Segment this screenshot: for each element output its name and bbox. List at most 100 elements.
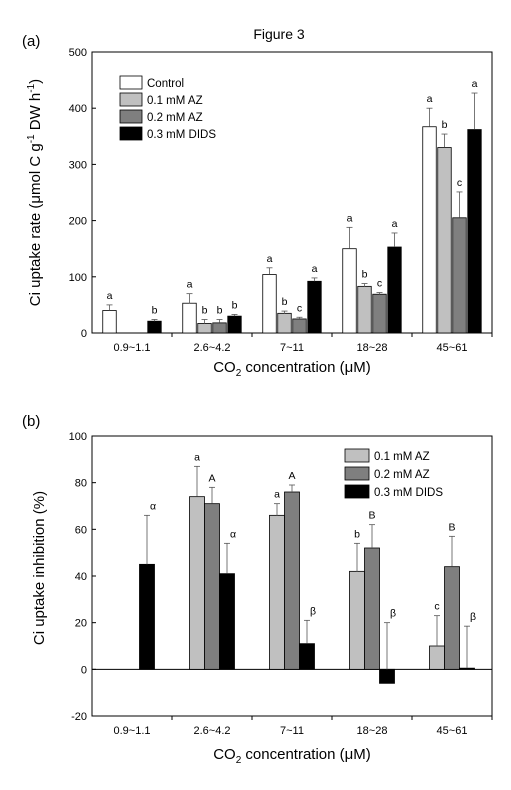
bar bbox=[437, 147, 452, 334]
bar bbox=[102, 310, 117, 334]
significance-label: b bbox=[354, 528, 360, 540]
legend-swatch bbox=[119, 92, 143, 107]
figure-title: Figure 3 bbox=[253, 26, 305, 42]
significance-label: a bbox=[194, 451, 200, 463]
x-axis-label-part: CO bbox=[213, 359, 236, 376]
legend-swatch bbox=[119, 75, 143, 90]
y-tick-label: 20 bbox=[75, 618, 87, 630]
x-axis-label-part: M) bbox=[353, 359, 371, 376]
y-tick-label: 400 bbox=[69, 103, 87, 115]
bar bbox=[189, 496, 205, 670]
panel-label: (a) bbox=[22, 33, 40, 50]
bar bbox=[342, 248, 357, 334]
legend-label: Control bbox=[147, 78, 184, 90]
significance-label: c bbox=[297, 302, 302, 314]
y-axis-label: Ci uptake rate (μmol C g-1 DW h-1) bbox=[26, 79, 44, 306]
bar bbox=[139, 563, 155, 670]
x-tick-label: 2.6~4.2 bbox=[193, 725, 230, 737]
bar bbox=[299, 643, 315, 670]
y-tick-label: 200 bbox=[69, 216, 87, 228]
y-axis-label-part: -1 bbox=[26, 83, 37, 92]
bar bbox=[349, 570, 365, 670]
significance-label: b bbox=[232, 299, 238, 311]
significance-label: a bbox=[187, 279, 193, 291]
x-axis-label-part: M) bbox=[353, 746, 371, 763]
significance-label: a bbox=[472, 78, 478, 90]
x-tick-label: 0.9~1.1 bbox=[113, 725, 150, 737]
x-axis-label-part: μ bbox=[345, 359, 354, 376]
significance-label: B bbox=[448, 521, 455, 533]
y-tick-label: 80 bbox=[75, 478, 87, 490]
x-tick-label: 2.6~4.2 bbox=[193, 342, 230, 354]
x-tick-label: 18~28 bbox=[357, 342, 388, 354]
y-tick-label: 300 bbox=[69, 159, 87, 171]
y-tick-label: -20 bbox=[71, 711, 87, 723]
significance-label: c bbox=[377, 278, 382, 290]
bar bbox=[262, 274, 277, 334]
bar bbox=[197, 323, 212, 334]
significance-label: b bbox=[282, 296, 288, 308]
bar bbox=[452, 217, 467, 334]
bar bbox=[182, 302, 197, 334]
x-tick-label: 18~28 bbox=[357, 725, 388, 737]
x-axis-label: CO2 concentration (μM) bbox=[213, 746, 371, 766]
significance-label: c bbox=[434, 601, 439, 613]
bar bbox=[387, 246, 402, 334]
y-tick-label: 60 bbox=[75, 524, 87, 536]
bar bbox=[307, 280, 322, 334]
x-tick-label: 7~11 bbox=[280, 725, 304, 737]
bar bbox=[467, 129, 482, 334]
bar bbox=[459, 667, 475, 670]
significance-label: b bbox=[202, 305, 208, 317]
significance-label: β bbox=[470, 611, 476, 623]
legend-swatch bbox=[344, 484, 370, 499]
bar bbox=[269, 514, 285, 670]
legend-swatch bbox=[344, 466, 370, 481]
legend-label: 0.2 mM AZ bbox=[374, 469, 430, 481]
x-tick-label: 7~11 bbox=[280, 342, 304, 354]
legend-swatch bbox=[119, 109, 143, 124]
x-tick-label: 0.9~1.1 bbox=[113, 342, 150, 354]
bar bbox=[364, 547, 380, 670]
x-tick-label: 45~61 bbox=[437, 342, 468, 354]
bar bbox=[277, 312, 292, 334]
x-tick-label: 45~61 bbox=[437, 725, 468, 737]
x-axis-label-part: concentration ( bbox=[241, 359, 344, 376]
y-axis-label: Ci uptake inhibition (%) bbox=[31, 491, 48, 645]
bar bbox=[292, 318, 307, 334]
significance-label: a bbox=[267, 253, 273, 265]
significance-label: b bbox=[217, 305, 223, 317]
significance-label: b bbox=[442, 119, 448, 131]
legend-label: 0.3 mM DIDS bbox=[374, 487, 443, 499]
x-axis-label-part: 2 bbox=[236, 368, 242, 379]
significance-label: a bbox=[392, 218, 398, 230]
legend: Control 0.1 mM AZ 0.2 mM AZ 0.3 mM DIDS bbox=[119, 75, 216, 141]
plot-frame bbox=[91, 51, 493, 334]
significance-label: β bbox=[310, 605, 316, 617]
bar bbox=[372, 293, 387, 334]
y-axis-label-part: DW h bbox=[27, 93, 44, 135]
significance-label: A bbox=[288, 470, 295, 482]
y-tick-label: 100 bbox=[69, 431, 87, 443]
significance-label: A bbox=[208, 472, 215, 484]
bar bbox=[147, 320, 162, 334]
bar bbox=[357, 285, 372, 334]
legend-swatch bbox=[119, 126, 143, 141]
significance-label: a bbox=[107, 290, 113, 302]
significance-label: b bbox=[152, 305, 158, 317]
legend-label: 0.2 mM AZ bbox=[147, 112, 203, 124]
significance-label: α bbox=[150, 500, 156, 512]
significance-label: b bbox=[362, 269, 368, 281]
y-tick-label: 0 bbox=[81, 328, 87, 340]
significance-label: a bbox=[347, 212, 353, 224]
legend-swatch bbox=[344, 448, 370, 463]
bar bbox=[379, 668, 395, 684]
significance-label: B bbox=[368, 510, 375, 522]
significance-label: a bbox=[427, 93, 433, 105]
y-axis-label-part: ) bbox=[27, 79, 44, 84]
y-tick-label: 40 bbox=[75, 571, 87, 583]
y-tick-label: 0 bbox=[81, 664, 87, 676]
y-axis-label-part: μ bbox=[27, 195, 44, 204]
legend-label: 0.1 mM AZ bbox=[147, 95, 203, 107]
